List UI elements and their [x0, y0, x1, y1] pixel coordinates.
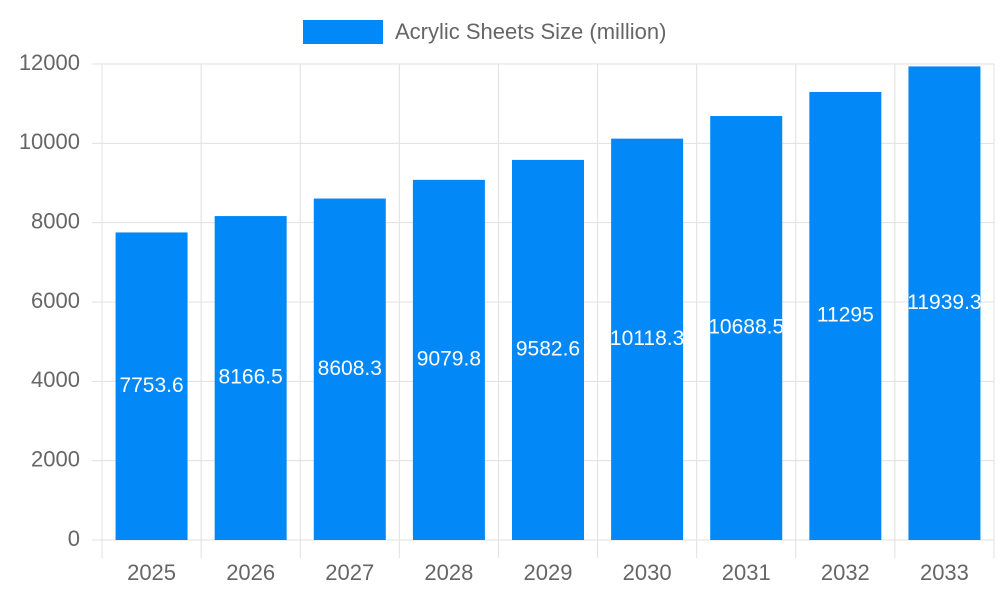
value-label: 7753.6 [119, 374, 183, 397]
x-tick-label: 2026 [226, 560, 275, 585]
bar [710, 116, 783, 541]
bar [809, 91, 882, 540]
value-label: 9582.6 [516, 337, 580, 360]
bar [611, 138, 684, 541]
value-label: 8608.3 [318, 357, 382, 380]
x-tick-label: 2028 [424, 560, 473, 585]
x-tick-label: 2032 [821, 560, 870, 585]
y-tick-label: 2000 [31, 446, 80, 471]
bar [214, 216, 287, 540]
value-label: 11939.3 [907, 291, 981, 314]
x-tick-label: 2025 [127, 560, 176, 585]
y-tick-label: 4000 [31, 367, 80, 392]
value-label: 10688.5 [708, 316, 784, 339]
x-tick-label: 2030 [623, 560, 672, 585]
bar [313, 198, 386, 541]
bar [908, 66, 981, 540]
y-tick-label: 6000 [31, 288, 80, 313]
value-label: 11295 [817, 304, 874, 327]
value-label: 9079.8 [417, 347, 481, 370]
bar [512, 159, 584, 540]
x-tick-label: 2031 [722, 560, 771, 585]
legend-label: Acrylic Sheets Size (million) [395, 19, 666, 44]
x-tick-label: 2027 [325, 560, 374, 585]
y-tick-label: 8000 [31, 208, 80, 233]
y-tick-label: 12000 [19, 50, 80, 75]
value-label: 10118.3 [610, 327, 684, 350]
legend-swatch [303, 20, 383, 44]
bar [412, 179, 485, 540]
y-tick-label: 10000 [19, 129, 80, 154]
y-tick-label: 0 [68, 526, 80, 551]
value-label: 8166.5 [219, 366, 283, 389]
bar [115, 232, 188, 540]
x-tick-label: 2029 [524, 560, 573, 585]
x-tick-label: 2033 [920, 560, 969, 585]
